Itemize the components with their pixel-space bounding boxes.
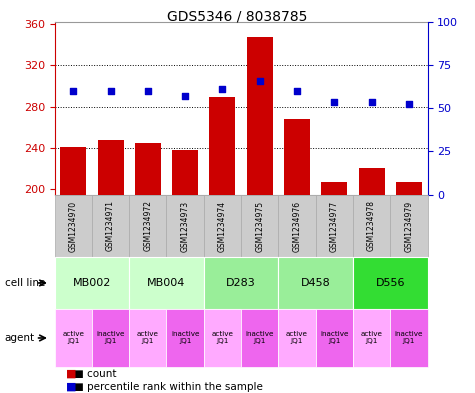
Text: ■ count: ■ count (74, 369, 116, 379)
Text: GSM1234976: GSM1234976 (293, 200, 302, 252)
Text: cell line: cell line (5, 278, 45, 288)
Text: GSM1234979: GSM1234979 (404, 200, 413, 252)
Text: inactive
JQ1: inactive JQ1 (246, 331, 274, 345)
Bar (396, 182, 422, 195)
Text: GSM1234972: GSM1234972 (143, 200, 152, 252)
Point (293, 88, 301, 94)
Point (107, 88, 114, 94)
Bar (247, 37, 273, 195)
Point (368, 99, 375, 106)
Point (405, 101, 413, 108)
Text: active
JQ1: active JQ1 (211, 331, 233, 345)
Text: ■: ■ (66, 369, 76, 379)
Text: active
JQ1: active JQ1 (361, 331, 382, 345)
Point (144, 88, 152, 94)
Text: GSM1234974: GSM1234974 (218, 200, 227, 252)
Point (69, 88, 77, 94)
Text: GSM1234973: GSM1234973 (180, 200, 190, 252)
Point (256, 77, 264, 84)
Text: GDS5346 / 8038785: GDS5346 / 8038785 (167, 10, 308, 24)
Text: GSM1234971: GSM1234971 (106, 200, 115, 252)
Bar (60, 147, 86, 195)
Bar (97, 140, 124, 195)
Bar (172, 150, 198, 195)
Bar (321, 182, 347, 195)
Text: MB002: MB002 (73, 278, 111, 288)
Text: active
JQ1: active JQ1 (286, 331, 308, 345)
Point (218, 86, 226, 92)
Text: D458: D458 (301, 278, 331, 288)
Text: active
JQ1: active JQ1 (62, 331, 84, 345)
Text: GSM1234977: GSM1234977 (330, 200, 339, 252)
Text: GSM1234970: GSM1234970 (69, 200, 78, 252)
Point (331, 99, 338, 106)
Text: GSM1234975: GSM1234975 (255, 200, 264, 252)
Text: ■ percentile rank within the sample: ■ percentile rank within the sample (74, 382, 263, 392)
Text: D556: D556 (375, 278, 405, 288)
Text: active
JQ1: active JQ1 (137, 331, 159, 345)
Bar (284, 119, 310, 195)
Text: inactive
JQ1: inactive JQ1 (320, 331, 349, 345)
Text: D283: D283 (226, 278, 256, 288)
Text: inactive
JQ1: inactive JQ1 (96, 331, 125, 345)
Bar (209, 97, 236, 195)
Bar (359, 167, 385, 195)
Text: agent: agent (5, 333, 35, 343)
Point (181, 93, 189, 99)
Text: GSM1234978: GSM1234978 (367, 200, 376, 252)
Text: inactive
JQ1: inactive JQ1 (395, 331, 423, 345)
Text: ■: ■ (66, 382, 76, 392)
Bar (135, 143, 161, 195)
Text: MB004: MB004 (147, 278, 186, 288)
Text: inactive
JQ1: inactive JQ1 (171, 331, 200, 345)
